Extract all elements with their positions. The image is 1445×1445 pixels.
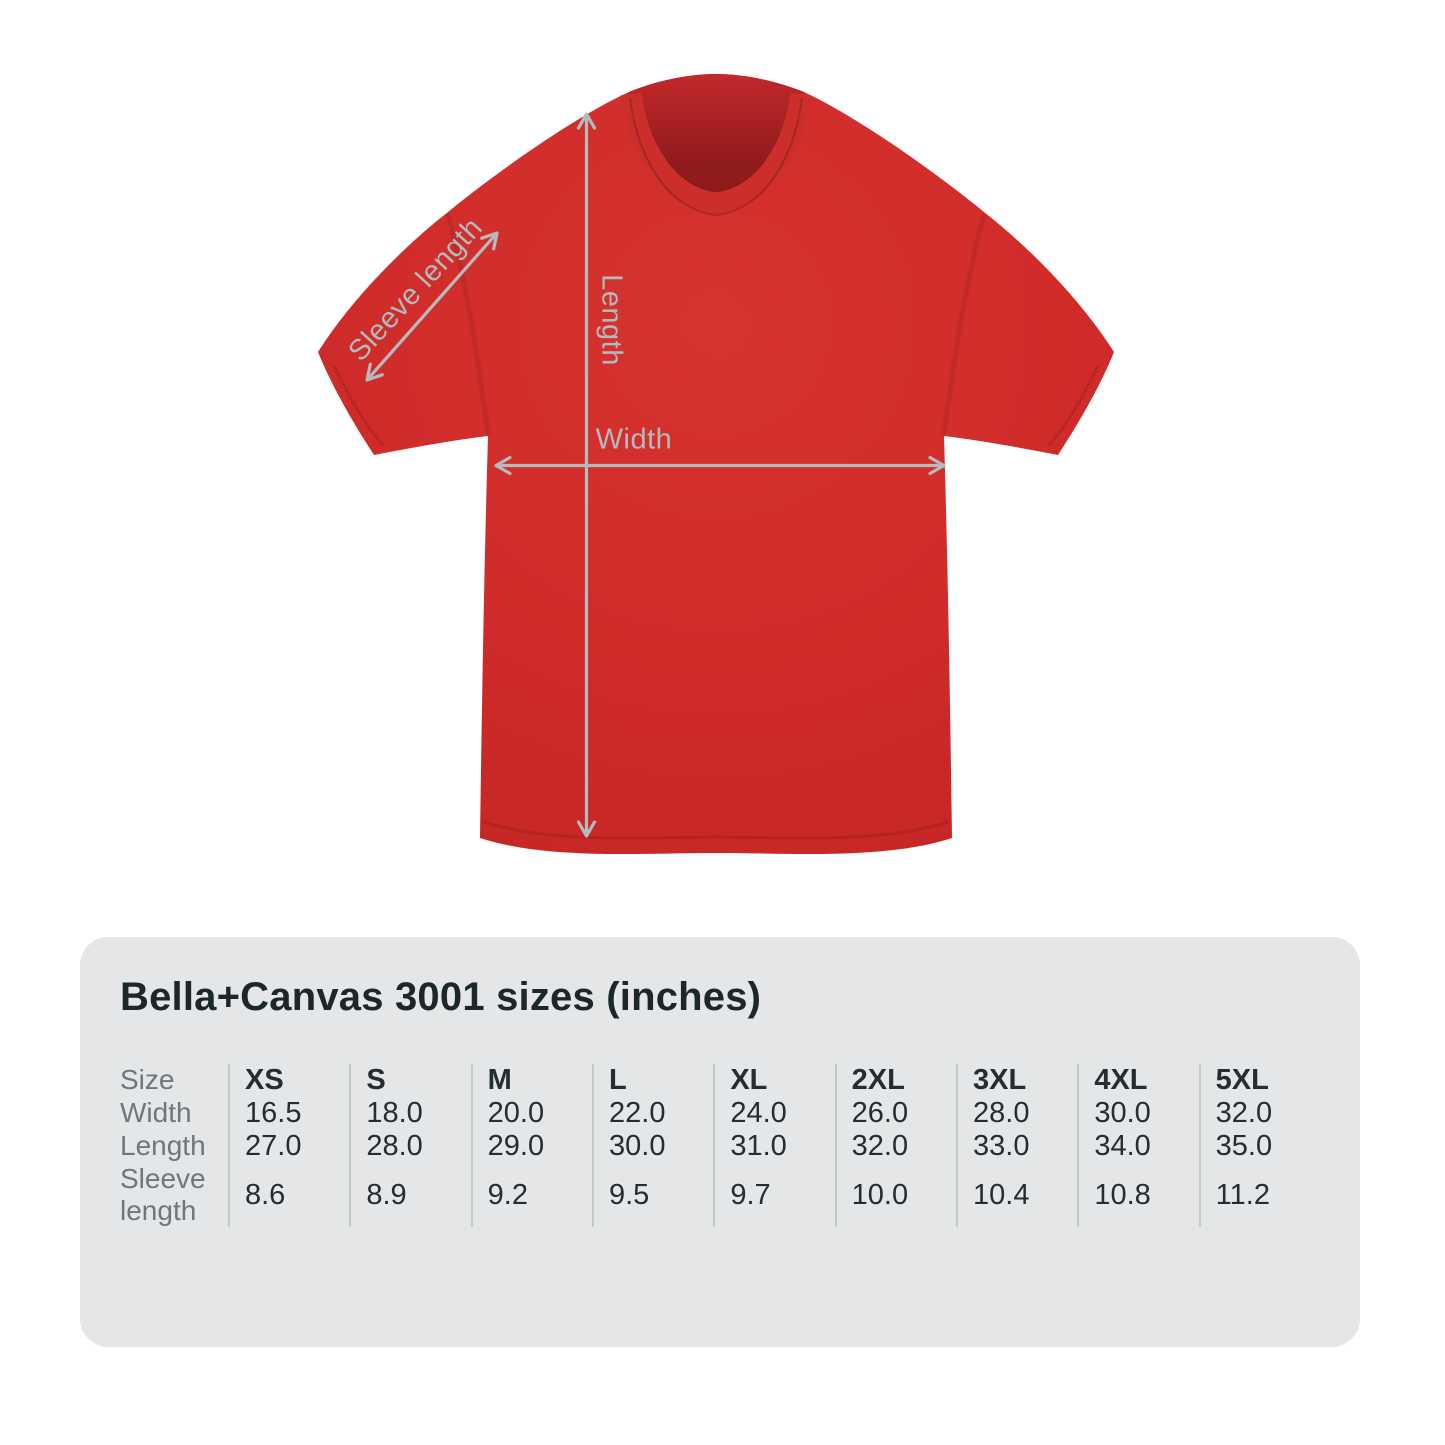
column-header-xl: XL <box>713 1064 834 1097</box>
size-chart-title: Bella+Canvas 3001 sizes (inches) <box>120 975 762 1019</box>
row-label-length: Length <box>120 1130 206 1162</box>
size-value: 27.0 <box>228 1130 349 1163</box>
size-table: Size XS S M L XL 2XL 3XL 4XL 5XL Width 1… <box>120 1064 1320 1228</box>
size-value: 10.4 <box>956 1163 1077 1228</box>
size-value: 29.0 <box>470 1130 592 1163</box>
sleeve-length-arrow <box>365 231 499 382</box>
tshirt-diagram: Sleeve length Length Width <box>318 74 1114 855</box>
size-value: 10.0 <box>834 1163 956 1228</box>
size-value: 16.5 <box>228 1097 349 1130</box>
size-value: 10.8 <box>1077 1163 1198 1228</box>
size-value: 11.2 <box>1198 1163 1320 1228</box>
size-value: 32.0 <box>1198 1097 1320 1130</box>
column-header-3xl: 3XL <box>956 1064 1077 1097</box>
tshirt-collar-seam <box>629 97 803 217</box>
size-value: 18.0 <box>349 1097 470 1130</box>
size-chart-card: Bella+Canvas 3001 sizes (inches) Size XS… <box>80 937 1360 1347</box>
size-value: 8.9 <box>349 1163 470 1228</box>
length-label: Length <box>595 274 628 366</box>
size-value: 9.5 <box>592 1163 713 1228</box>
size-value: 28.0 <box>349 1130 470 1163</box>
size-value: 28.0 <box>956 1097 1077 1130</box>
column-header-m: M <box>470 1064 592 1097</box>
tshirt-armhole-seam-right <box>941 213 987 435</box>
column-header-4xl: 4XL <box>1077 1064 1198 1097</box>
tshirt-cuff-fold-right <box>1046 365 1100 448</box>
tshirt-collar-band <box>620 92 812 214</box>
size-value: 35.0 <box>1198 1130 1320 1163</box>
size-value: 30.0 <box>592 1130 713 1163</box>
tshirt-graphic <box>318 74 1114 855</box>
size-value: 20.0 <box>470 1097 592 1130</box>
size-value: 9.2 <box>470 1163 592 1228</box>
size-value: 32.0 <box>834 1130 956 1163</box>
size-value: 24.0 <box>713 1097 834 1130</box>
column-header-xs: XS <box>228 1064 349 1097</box>
width-label: Width <box>595 423 673 456</box>
size-value: 26.0 <box>834 1097 956 1130</box>
size-value: 33.0 <box>956 1130 1077 1163</box>
table-corner-label: Size <box>120 1064 175 1096</box>
size-value: 9.7 <box>713 1163 834 1228</box>
size-value: 22.0 <box>592 1097 713 1130</box>
column-header-2xl: 2XL <box>834 1064 956 1097</box>
size-value: 8.6 <box>228 1163 349 1228</box>
size-value: 34.0 <box>1077 1130 1198 1163</box>
size-value: 30.0 <box>1077 1097 1198 1130</box>
measurement-arrows <box>365 112 946 838</box>
tshirt-neck-opening <box>629 74 804 196</box>
column-header-5xl: 5XL <box>1198 1064 1320 1097</box>
tshirt-cuff-fold-left <box>332 365 386 448</box>
row-label-width: Width <box>120 1097 192 1129</box>
column-header-s: S <box>349 1064 470 1097</box>
column-header-l: L <box>592 1064 713 1097</box>
tshirt-hem-stitch <box>483 820 949 840</box>
row-label-sleeve-length: Sleeve length <box>120 1163 206 1227</box>
size-value: 31.0 <box>713 1130 834 1163</box>
